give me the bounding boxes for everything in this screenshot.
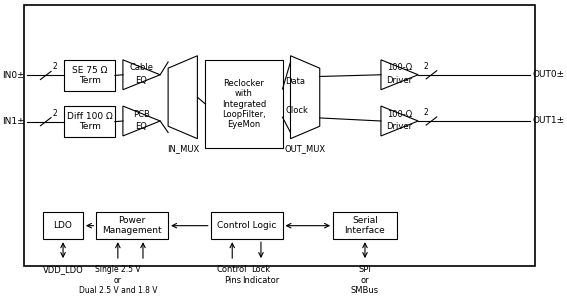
Text: 100-Ω: 100-Ω — [387, 110, 412, 119]
Text: IN1±: IN1± — [2, 117, 24, 126]
Text: Diff 100 Ω
Term: Diff 100 Ω Term — [67, 112, 112, 131]
Text: Control Logic: Control Logic — [217, 221, 276, 230]
Text: 2: 2 — [424, 62, 428, 71]
Text: Driver: Driver — [387, 122, 413, 131]
FancyBboxPatch shape — [205, 60, 282, 148]
Text: OUT0±: OUT0± — [532, 70, 565, 79]
Text: 100-Ω: 100-Ω — [387, 63, 412, 73]
Text: PCB: PCB — [133, 110, 150, 119]
Text: Data: Data — [285, 77, 305, 86]
FancyBboxPatch shape — [43, 212, 83, 239]
FancyBboxPatch shape — [96, 212, 168, 239]
FancyBboxPatch shape — [24, 5, 535, 266]
Text: Reclocker
with
Integrated
LoopFilter,
EyeMon: Reclocker with Integrated LoopFilter, Ey… — [222, 79, 266, 129]
Text: LDO: LDO — [54, 221, 73, 230]
Text: OUT1±: OUT1± — [532, 117, 565, 126]
Text: SPI
or
SMBus: SPI or SMBus — [351, 265, 379, 295]
Text: IN0±: IN0± — [2, 71, 24, 80]
Text: Serial
Interface: Serial Interface — [345, 216, 386, 235]
FancyBboxPatch shape — [211, 212, 282, 239]
FancyBboxPatch shape — [333, 212, 397, 239]
Text: Cable: Cable — [129, 63, 154, 73]
Text: 2: 2 — [52, 62, 57, 71]
Text: OUT_MUX: OUT_MUX — [285, 144, 325, 153]
Text: Single 2.5 V
or
Dual 2.5 V and 1.8 V: Single 2.5 V or Dual 2.5 V and 1.8 V — [79, 265, 157, 295]
FancyBboxPatch shape — [65, 106, 115, 137]
Text: EQ: EQ — [136, 122, 147, 131]
Text: Power
Management: Power Management — [103, 216, 162, 235]
Text: 2: 2 — [424, 108, 428, 117]
Text: Clock: Clock — [285, 106, 308, 115]
Text: Control
Pins: Control Pins — [217, 265, 247, 284]
Text: 2: 2 — [52, 109, 57, 118]
Text: VDD_LDO: VDD_LDO — [43, 265, 83, 274]
Text: SE 75 Ω
Term: SE 75 Ω Term — [72, 66, 107, 85]
Text: IN_MUX: IN_MUX — [167, 144, 199, 153]
FancyBboxPatch shape — [65, 60, 115, 91]
Text: Driver: Driver — [387, 76, 413, 85]
Text: Lock
Indicator: Lock Indicator — [242, 265, 280, 284]
Text: EQ: EQ — [136, 76, 147, 85]
